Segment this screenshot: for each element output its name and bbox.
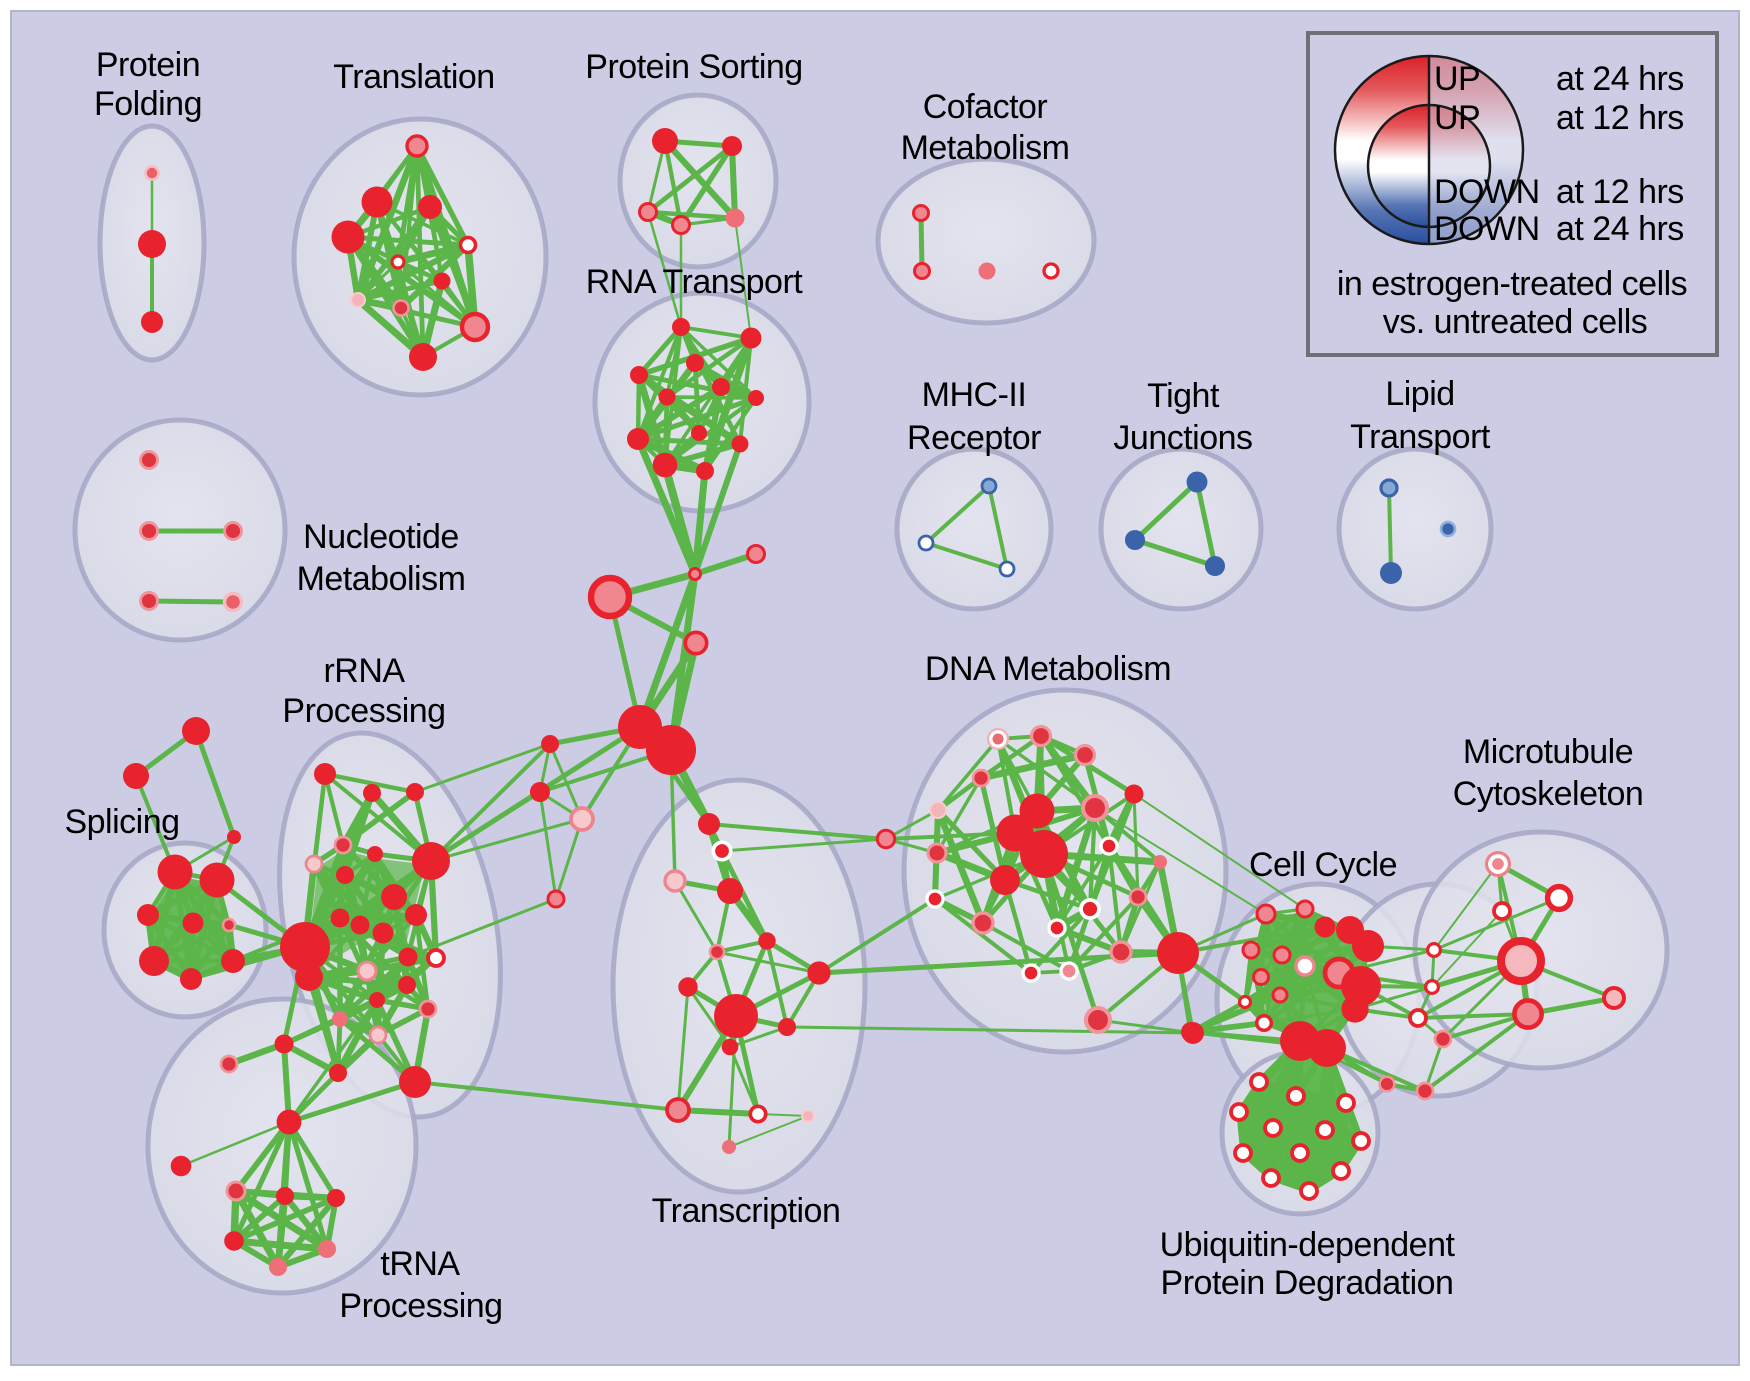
svg-text:Nucleotide: Nucleotide bbox=[303, 518, 459, 556]
svg-text:Protein: Protein bbox=[96, 46, 200, 84]
svg-text:at 12 hrs: at 12 hrs bbox=[1556, 99, 1684, 137]
svg-text:vs. untreated cells: vs. untreated cells bbox=[1383, 303, 1648, 341]
svg-text:at 24 hrs: at 24 hrs bbox=[1556, 210, 1684, 248]
svg-text:Transcription: Transcription bbox=[652, 1192, 841, 1230]
svg-text:Tight: Tight bbox=[1147, 377, 1220, 415]
svg-text:UP: UP bbox=[1434, 99, 1480, 137]
svg-text:Cofactor: Cofactor bbox=[923, 88, 1048, 126]
svg-text:Receptor: Receptor bbox=[907, 419, 1041, 457]
svg-text:MHC-II: MHC-II bbox=[922, 376, 1027, 414]
svg-text:Ubiquitin-dependent: Ubiquitin-dependent bbox=[1160, 1226, 1456, 1264]
svg-text:Processing: Processing bbox=[282, 692, 445, 730]
svg-text:Protein Sorting: Protein Sorting bbox=[585, 48, 802, 86]
svg-text:Folding: Folding bbox=[94, 85, 202, 123]
svg-text:Lipid: Lipid bbox=[1385, 375, 1454, 413]
svg-text:Cell Cycle: Cell Cycle bbox=[1249, 846, 1397, 884]
svg-text:Junctions: Junctions bbox=[1113, 419, 1252, 457]
svg-text:at 12 hrs: at 12 hrs bbox=[1556, 173, 1684, 211]
svg-text:at 24 hrs: at 24 hrs bbox=[1556, 60, 1684, 98]
svg-text:Metabolism: Metabolism bbox=[901, 129, 1070, 167]
svg-text:Cytoskeleton: Cytoskeleton bbox=[1453, 775, 1644, 813]
svg-text:RNA Transport: RNA Transport bbox=[586, 263, 804, 301]
svg-text:DOWN: DOWN bbox=[1434, 210, 1540, 248]
svg-text:DOWN: DOWN bbox=[1434, 173, 1540, 211]
svg-text:rRNA: rRNA bbox=[323, 652, 405, 690]
svg-text:UP: UP bbox=[1434, 60, 1480, 98]
svg-text:DNA Metabolism: DNA Metabolism bbox=[925, 650, 1171, 688]
svg-text:Protein Degradation: Protein Degradation bbox=[1161, 1264, 1454, 1302]
svg-text:Microtubule: Microtubule bbox=[1463, 733, 1633, 771]
svg-text:Metabolism: Metabolism bbox=[297, 560, 466, 598]
svg-text:tRNA: tRNA bbox=[380, 1245, 460, 1283]
svg-text:in estrogen-treated cells: in estrogen-treated cells bbox=[1337, 265, 1687, 303]
svg-text:Splicing: Splicing bbox=[64, 803, 179, 841]
svg-text:Translation: Translation bbox=[333, 58, 494, 96]
svg-text:Transport: Transport bbox=[1350, 418, 1491, 456]
svg-text:Processing: Processing bbox=[339, 1287, 502, 1325]
